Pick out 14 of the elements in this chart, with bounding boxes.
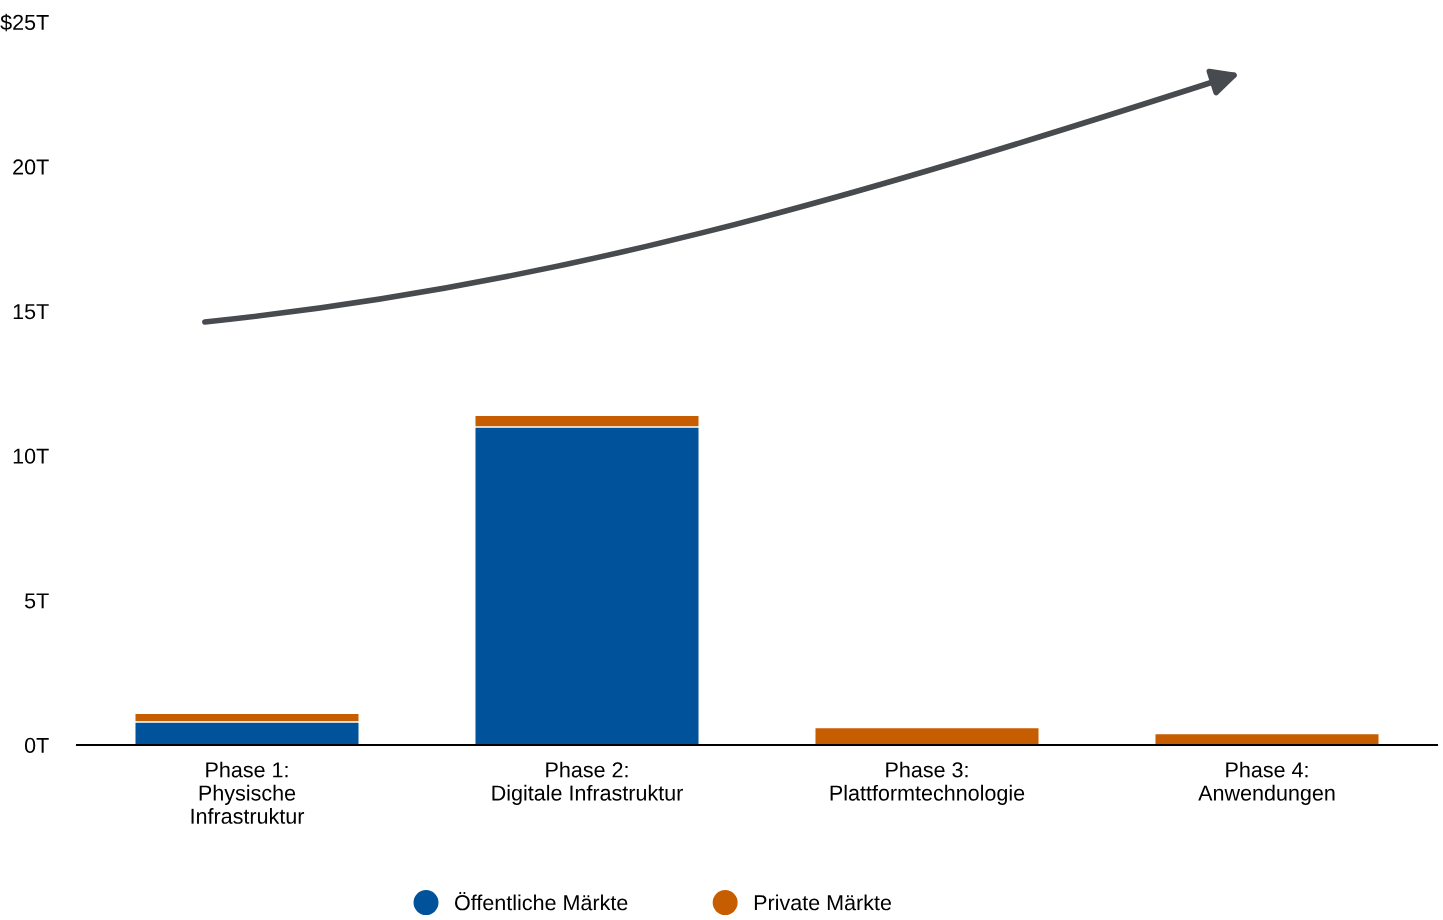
y-tick-label: 10T: [13, 448, 49, 464]
y-tick-label: 15T: [13, 304, 49, 320]
legend-label: Öffentliche Märkte: [455, 892, 628, 911]
legend-label: Private Märkte: [754, 894, 891, 911]
y-tick-label: 0T: [24, 737, 49, 754]
bar: [814, 726, 1040, 745]
x-tick-label: Phase 3: Plattformtechnologie: [830, 761, 1025, 805]
y-tick-label: 5T: [24, 593, 49, 609]
x-tick-label: Phase 4: Anwendungen: [1198, 761, 1335, 805]
bar: [1154, 732, 1380, 745]
x-tick-label: Phase 1: Physische Infrastruktur: [191, 761, 305, 824]
x-tick-label: Phase 2: Digitale Infrastruktur: [492, 761, 683, 805]
y-tick-label: 20T: [13, 159, 49, 175]
y-tick-label: $25T: [0, 13, 49, 32]
